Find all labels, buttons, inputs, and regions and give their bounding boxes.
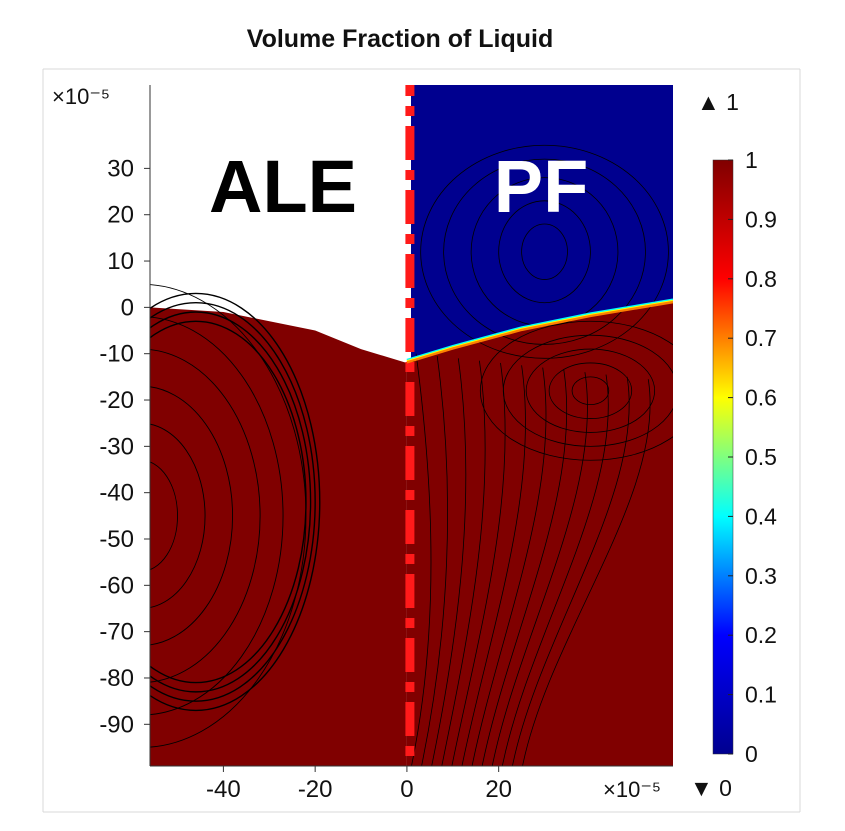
y-tick-label: 30 xyxy=(107,155,134,182)
streamline xyxy=(491,372,588,766)
plot-area xyxy=(150,85,673,766)
interface-layer xyxy=(406,300,673,364)
x-tick-label: -40 xyxy=(206,776,241,803)
streamlines xyxy=(150,144,673,766)
streamline xyxy=(521,223,568,280)
x-tick-label: 0 xyxy=(400,776,413,803)
streamline xyxy=(150,423,206,608)
colorbar-min-marker: ▼ 0 xyxy=(690,775,732,801)
colorbar-ticks: 0 0.1 0.2 0.3 0.4 0.5 0.6 0.7 0.8 0.9 1 xyxy=(728,147,777,767)
streamline xyxy=(548,362,633,419)
y-tick-label: -80 xyxy=(99,665,134,692)
streamline xyxy=(150,316,284,716)
colorbar-tick-label: 0.2 xyxy=(745,622,777,648)
panel-label-ale: ALE xyxy=(209,145,357,228)
streamline xyxy=(461,365,526,766)
x-tick-label: -20 xyxy=(298,776,333,803)
y-axis: 30 20 10 0 -10 -20 -30 -40 -50 -60 -70 -80 -90 xyxy=(99,85,151,766)
streamline xyxy=(525,348,656,433)
colorbar-tick-label: 0 xyxy=(745,741,758,767)
streamline xyxy=(150,386,234,646)
colorbar-tick-label: 0.8 xyxy=(745,266,777,292)
y-tick-label: -40 xyxy=(99,480,134,507)
streamline xyxy=(571,376,610,406)
streamline xyxy=(420,144,669,359)
streamline xyxy=(522,379,651,766)
colorbar-tick-label: 0.1 xyxy=(745,682,777,708)
colorbar-tick-label: 0.4 xyxy=(745,503,777,529)
y-tick-label: -30 xyxy=(99,433,134,460)
y-tick-label: -20 xyxy=(99,387,134,414)
y-tick-label: -10 xyxy=(99,341,134,368)
streamline xyxy=(150,461,178,571)
streamline xyxy=(471,367,547,766)
y-tick-label: -90 xyxy=(99,711,134,738)
streamline xyxy=(481,369,568,766)
colorbar-tick-label: 0.9 xyxy=(745,206,777,232)
x-axis: -40 -20 0 20 xyxy=(150,765,673,803)
streamline xyxy=(431,358,467,766)
y-tick-label: -50 xyxy=(99,526,134,553)
y-tick-label: -70 xyxy=(99,619,134,646)
streamline xyxy=(150,349,261,683)
streamline xyxy=(150,320,307,684)
y-tick-label: -60 xyxy=(99,572,134,599)
x-tick-label: 20 xyxy=(485,776,512,803)
colorbar-tick-label: 0.5 xyxy=(745,444,777,470)
streamline xyxy=(411,353,432,766)
streamline xyxy=(443,158,646,345)
colorbar-tick-label: 0.6 xyxy=(745,385,777,411)
x-scale-label: ×10⁻⁵ xyxy=(603,777,661,802)
colorbar-max-marker: ▲ 1 xyxy=(697,89,739,115)
colorbar-tick-label: 1 xyxy=(745,147,758,173)
streamline xyxy=(479,320,673,461)
streamline xyxy=(498,200,591,304)
streamline xyxy=(451,362,506,766)
streamline xyxy=(150,292,321,712)
streamline xyxy=(512,376,630,766)
panel-label-pf: PF xyxy=(494,145,589,228)
interface-layer xyxy=(406,298,673,362)
streamline xyxy=(150,302,316,702)
streamline xyxy=(421,355,448,766)
chart-title: Volume Fraction of Liquid xyxy=(247,25,553,53)
streamline xyxy=(501,374,609,766)
y-tick-label: 0 xyxy=(121,294,134,321)
y-scale-label: ×10⁻⁵ xyxy=(52,84,110,109)
liquid-region-ale xyxy=(150,307,407,766)
colorbar-tick-label: 0.3 xyxy=(745,563,777,589)
colorbar-tick-label: 0.7 xyxy=(745,325,777,351)
y-tick-label: 10 xyxy=(107,248,134,275)
liquid-region-pf xyxy=(406,302,673,766)
streamline xyxy=(150,311,312,693)
y-tick-label: 20 xyxy=(107,202,134,229)
streamline xyxy=(441,360,486,766)
